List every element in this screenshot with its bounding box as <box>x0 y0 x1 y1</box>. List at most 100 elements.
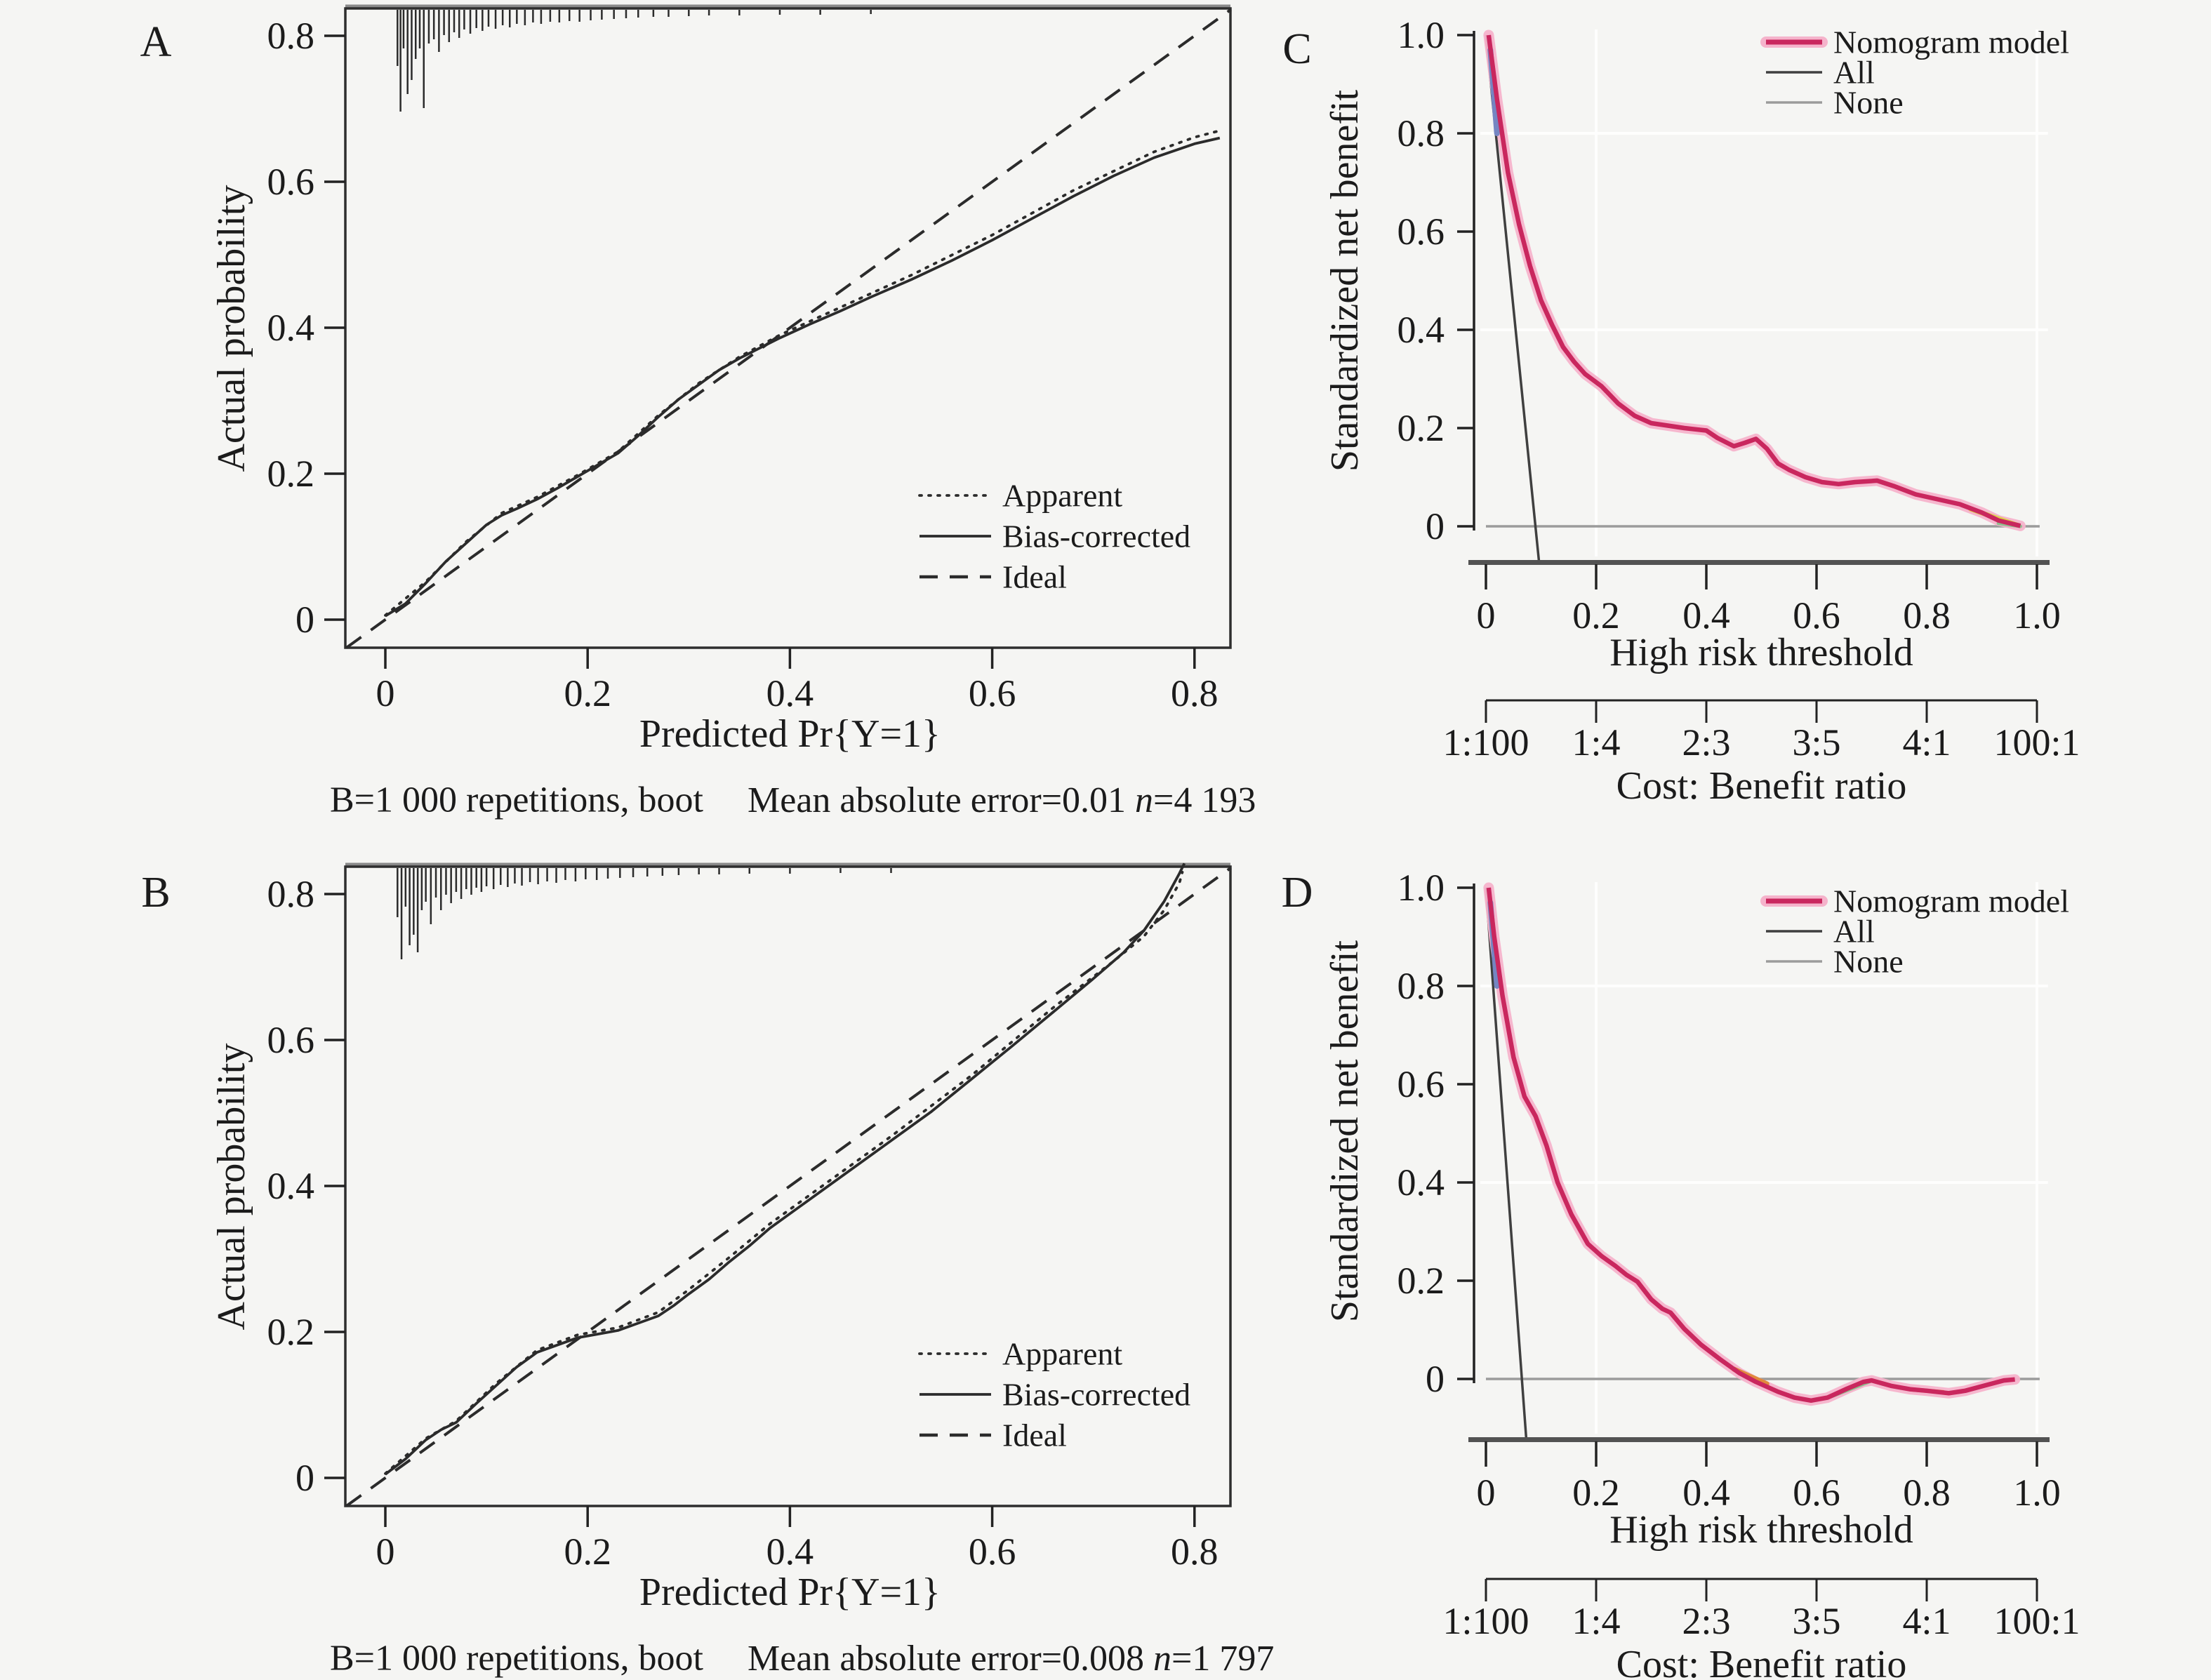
cost-benefit-tick-label: 4:1 <box>1902 1600 1951 1642</box>
x-tick-label: 0.8 <box>1903 1472 1951 1514</box>
x-tick-label: 0.2 <box>564 1531 611 1573</box>
x-tick-label: 0 <box>1477 594 1496 636</box>
y-tick-label: 0 <box>1426 505 1445 547</box>
y-axis-title: Actual probability <box>210 185 253 472</box>
y-tick-label: 0.4 <box>267 1165 315 1207</box>
cost-benefit-axis-title: Cost: Benefit ratio <box>1616 1643 1907 1680</box>
panel-label-A: A <box>140 18 172 66</box>
legend-label: All <box>1833 914 1875 949</box>
legend: Apparent Bias-corrected Ideal <box>918 1336 1190 1453</box>
cost-benefit-tick-label: 1:100 <box>1442 1600 1529 1642</box>
x-tick-label: 0.8 <box>1171 1531 1219 1573</box>
y-tick-label: 0.4 <box>267 307 315 349</box>
y-tick-label: 0.6 <box>1397 1063 1445 1105</box>
x-tick-label: 1.0 <box>2013 1472 2061 1514</box>
legend-label: Apparent <box>1002 1336 1122 1372</box>
y-tick-label: 1.0 <box>1397 14 1445 56</box>
cost-benefit-tick-label: 4:1 <box>1902 721 1951 764</box>
caption-n-symbol: n <box>1135 780 1153 820</box>
y-tick-label: 0.2 <box>267 453 315 495</box>
x-tick-label: 0.4 <box>766 672 814 714</box>
legend-label: None <box>1833 85 1904 121</box>
caption-n-value: =1 797 <box>1171 1639 1274 1679</box>
y-tick-label: 0.6 <box>267 161 315 203</box>
cost-benefit-axis-title: Cost: Benefit ratio <box>1616 764 1907 808</box>
curve-nomogram-halo <box>1483 882 2021 1406</box>
y-tick-label: 1.0 <box>1397 867 1445 909</box>
cost-benefit-tick-label: 1:4 <box>1572 721 1620 764</box>
curve-ideal <box>345 8 1232 649</box>
caption-n-value: =4 193 <box>1153 780 1256 820</box>
x-tick-label: 0.6 <box>969 672 1016 714</box>
y-tick-label: 0.6 <box>267 1019 315 1061</box>
cost-benefit-tick-label: 2:3 <box>1682 721 1730 764</box>
x-tick-label: 0.8 <box>1171 672 1219 714</box>
legend-label: All <box>1833 55 1875 91</box>
panel-A: A 0 0.2 0.4 0.6 0.8 0 0.2 0.4 0.6 0.8 Predicted Pr{… <box>140 4 1256 820</box>
rug-marks <box>397 868 892 959</box>
cost-benefit-tick-label: 3:5 <box>1792 1600 1840 1642</box>
curve-all <box>1485 887 1528 1438</box>
y-tick-label: 0 <box>296 1457 314 1499</box>
curve-apparent <box>384 870 1184 1475</box>
y-tick-label: 0.8 <box>1397 965 1445 1007</box>
caption-n-symbol: n <box>1153 1639 1171 1679</box>
y-tick-label: 0.8 <box>1397 112 1445 154</box>
caption-error-text: Mean absolute error=0.008 <box>748 1639 1153 1679</box>
legend: Apparent Bias-corrected Ideal <box>918 478 1190 595</box>
x-axis-title: Predicted Pr{Y=1} <box>639 1571 941 1614</box>
x-tick-label: 0.2 <box>1572 1472 1620 1514</box>
x-tick-label: 0.6 <box>1793 1472 1840 1514</box>
x-tick-label: 0.4 <box>1682 1472 1730 1514</box>
x-axis-title: High risk threshold <box>1609 631 1913 674</box>
legend-label: Bias-corrected <box>1002 519 1190 554</box>
y-tick-label: 0.4 <box>1397 309 1445 351</box>
y-tick-label: 0.8 <box>267 15 315 57</box>
x-axis-title: Predicted Pr{Y=1} <box>639 712 941 756</box>
y-tick-label: 0 <box>296 599 314 641</box>
y-axis-title: Standardized net benefit <box>1323 940 1367 1322</box>
y-tick-label: 0.4 <box>1397 1161 1445 1204</box>
panel-label-B: B <box>141 869 170 916</box>
panel-C: C 0 0.2 0.4 0.6 0.8 1.0 0 0.2 0.4 0.6 0.8 1.0 High ri… <box>1282 14 2080 808</box>
cost-benefit-tick-label: 1:100 <box>1442 721 1529 764</box>
legend-label: Bias-corrected <box>1002 1377 1190 1413</box>
curve-nomogram-halo <box>1483 29 2026 531</box>
y-tick-label: 0.6 <box>1397 211 1445 253</box>
panel-label-D: D <box>1282 869 1313 916</box>
cost-benefit-tick-label: 100:1 <box>1993 721 2080 764</box>
cost-benefit-tick-label: 100:1 <box>1993 1600 2080 1642</box>
legend-label: Ideal <box>1002 559 1067 595</box>
legend-label: Nomogram model <box>1833 884 2069 919</box>
x-tick-label: 0.8 <box>1903 594 1951 636</box>
x-tick-label: 0 <box>376 1531 395 1573</box>
y-tick-label: 0.2 <box>1397 407 1445 449</box>
y-axis-title: Standardized net benefit <box>1323 89 1367 472</box>
curve-bias-corrected <box>385 136 1221 618</box>
x-axis-title: High risk threshold <box>1609 1508 1913 1552</box>
y-tick-label: 0.2 <box>1397 1260 1445 1302</box>
y-axis-title: Actual probability <box>210 1043 253 1330</box>
y-tick-label: 0 <box>1426 1358 1445 1400</box>
x-tick-label: 0.6 <box>969 1531 1016 1573</box>
x-tick-label: 0.2 <box>564 672 611 714</box>
x-tick-label: 1.0 <box>2013 594 2061 636</box>
y-tick-label: 0.8 <box>267 873 315 915</box>
caption-repetitions: B=1 000 repetitions, boot <box>330 780 704 820</box>
caption-error: Mean absolute error=0.01 n=4 193 <box>748 780 1256 820</box>
y-tick-label: 0.2 <box>267 1311 315 1353</box>
x-tick-label: 0.4 <box>1682 594 1730 636</box>
rug-marks <box>397 10 872 112</box>
curve-nomogram <box>1486 34 2021 528</box>
legend-label: None <box>1833 944 1904 980</box>
cost-benefit-tick-label: 3:5 <box>1792 721 1840 764</box>
legend-label: Apparent <box>1002 478 1122 514</box>
cost-benefit-tick-label: 1:4 <box>1572 1600 1620 1642</box>
caption-error: Mean absolute error=0.008 n=1 797 <box>748 1639 1274 1679</box>
x-tick-label: 0.4 <box>766 1531 814 1573</box>
x-tick-label: 0.6 <box>1793 594 1840 636</box>
legend-label: Nomogram model <box>1833 25 2069 60</box>
